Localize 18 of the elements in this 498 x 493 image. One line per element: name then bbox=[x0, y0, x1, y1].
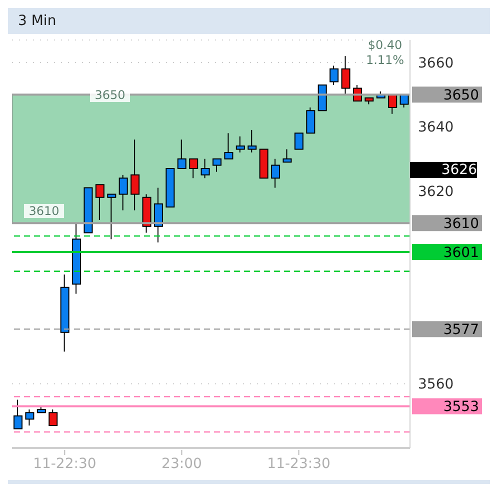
y-tick-label: 3560 bbox=[418, 376, 454, 393]
chart-title: 3 Min bbox=[17, 12, 58, 31]
ref-line-label: 3601 bbox=[443, 245, 479, 262]
text: 3626 bbox=[410, 162, 477, 178]
x-tick-label: 23:00 bbox=[162, 456, 202, 472]
y-tick-label: 3640 bbox=[418, 120, 454, 136]
ref-line-label: 3650 bbox=[443, 88, 479, 104]
y-tick-label: 3660 bbox=[418, 55, 454, 72]
annotation: 3650 bbox=[90, 88, 130, 102]
ref-line-label: 3553 bbox=[443, 399, 479, 416]
x-tick-label: 11-23:30 bbox=[267, 456, 330, 472]
y-tick-label: 3620 bbox=[418, 184, 454, 200]
ref-line-label: 3577 bbox=[443, 322, 479, 338]
annotation: $0.40 bbox=[364, 38, 406, 52]
annotation: 1.11% bbox=[364, 53, 406, 67]
annotation: 3610 bbox=[24, 204, 64, 218]
x-tick-label: 11-22:30 bbox=[33, 456, 96, 472]
ref-line-label: 3610 bbox=[443, 216, 479, 232]
